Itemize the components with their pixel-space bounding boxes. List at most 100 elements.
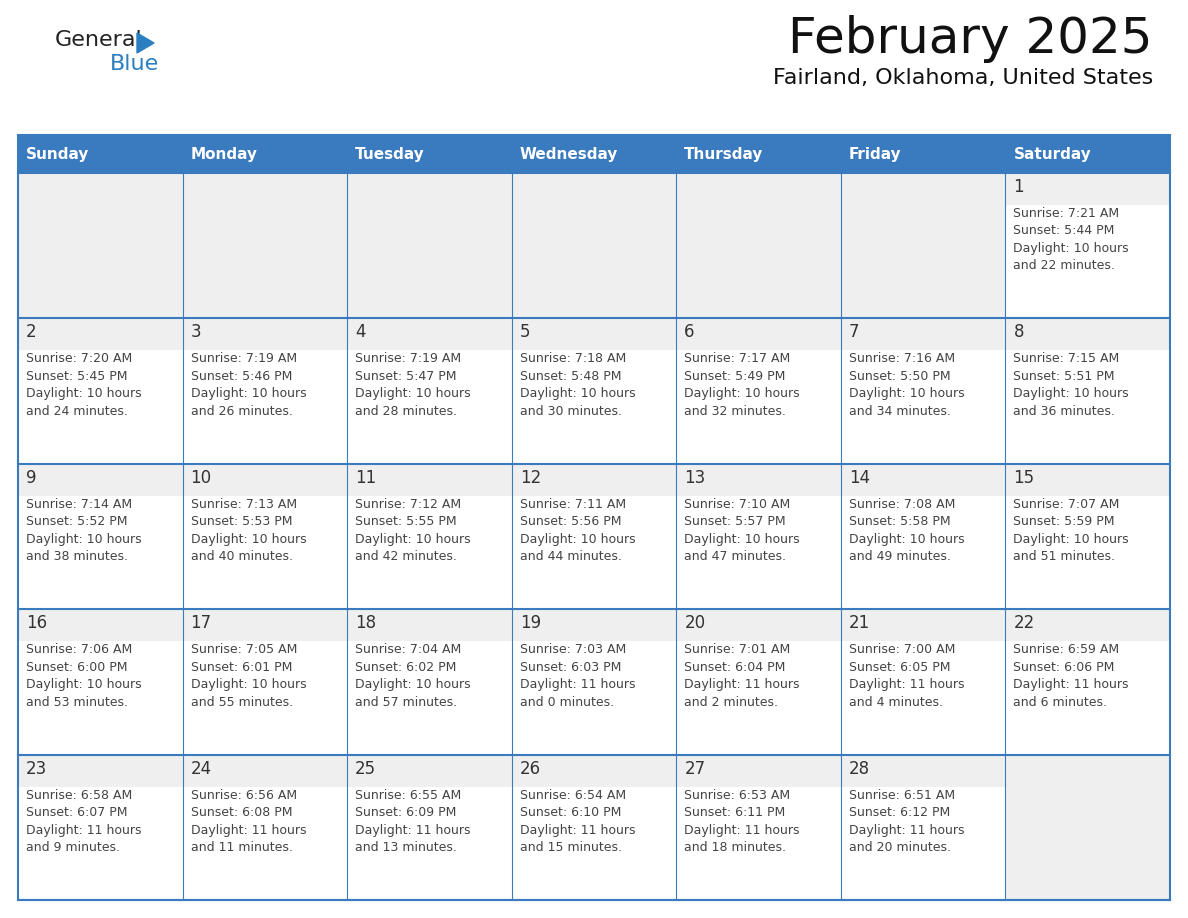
Bar bbox=[18, 351, 183, 464]
Text: Sunrise: 7:16 AM
Sunset: 5:50 PM
Daylight: 10 hours
and 34 minutes.: Sunrise: 7:16 AM Sunset: 5:50 PM Dayligh… bbox=[849, 353, 965, 418]
Text: Blue: Blue bbox=[110, 54, 159, 74]
Bar bbox=[347, 319, 512, 464]
Text: Sunrise: 7:15 AM
Sunset: 5:51 PM
Daylight: 10 hours
and 36 minutes.: Sunrise: 7:15 AM Sunset: 5:51 PM Dayligh… bbox=[1013, 353, 1129, 418]
Text: Sunrise: 7:05 AM
Sunset: 6:01 PM
Daylight: 10 hours
and 55 minutes.: Sunrise: 7:05 AM Sunset: 6:01 PM Dayligh… bbox=[190, 644, 307, 709]
Text: Sunrise: 6:53 AM
Sunset: 6:11 PM
Daylight: 11 hours
and 18 minutes.: Sunrise: 6:53 AM Sunset: 6:11 PM Dayligh… bbox=[684, 789, 800, 854]
Bar bbox=[347, 610, 512, 755]
Bar bbox=[18, 173, 183, 319]
Bar bbox=[676, 496, 841, 610]
Text: Sunrise: 6:54 AM
Sunset: 6:10 PM
Daylight: 11 hours
and 15 minutes.: Sunrise: 6:54 AM Sunset: 6:10 PM Dayligh… bbox=[519, 789, 636, 854]
Text: Sunrise: 7:20 AM
Sunset: 5:45 PM
Daylight: 10 hours
and 24 minutes.: Sunrise: 7:20 AM Sunset: 5:45 PM Dayligh… bbox=[26, 353, 141, 418]
Text: 25: 25 bbox=[355, 759, 377, 778]
Bar bbox=[676, 319, 841, 464]
Text: 1: 1 bbox=[1013, 178, 1024, 196]
Bar bbox=[183, 610, 347, 641]
Bar bbox=[183, 610, 347, 755]
Bar bbox=[512, 610, 676, 755]
Text: 8: 8 bbox=[1013, 323, 1024, 341]
Bar bbox=[512, 787, 676, 900]
Bar bbox=[676, 464, 841, 610]
Text: Sunrise: 7:19 AM
Sunset: 5:46 PM
Daylight: 10 hours
and 26 minutes.: Sunrise: 7:19 AM Sunset: 5:46 PM Dayligh… bbox=[190, 353, 307, 418]
Text: Sunrise: 7:11 AM
Sunset: 5:56 PM
Daylight: 10 hours
and 44 minutes.: Sunrise: 7:11 AM Sunset: 5:56 PM Dayligh… bbox=[519, 498, 636, 564]
Bar bbox=[841, 464, 1005, 496]
Bar bbox=[18, 641, 183, 755]
Text: 26: 26 bbox=[519, 759, 541, 778]
Bar bbox=[183, 464, 347, 496]
Bar bbox=[512, 173, 676, 319]
Bar bbox=[841, 610, 1005, 755]
Bar bbox=[512, 319, 676, 464]
Bar bbox=[512, 464, 676, 496]
Bar bbox=[512, 496, 676, 610]
Bar bbox=[841, 173, 1005, 319]
Text: Sunrise: 7:12 AM
Sunset: 5:55 PM
Daylight: 10 hours
and 42 minutes.: Sunrise: 7:12 AM Sunset: 5:55 PM Dayligh… bbox=[355, 498, 470, 564]
Text: Sunrise: 6:55 AM
Sunset: 6:09 PM
Daylight: 11 hours
and 13 minutes.: Sunrise: 6:55 AM Sunset: 6:09 PM Dayligh… bbox=[355, 789, 470, 854]
Bar bbox=[18, 787, 183, 900]
Text: 11: 11 bbox=[355, 469, 377, 487]
Polygon shape bbox=[137, 33, 154, 53]
Bar bbox=[841, 319, 1005, 464]
Bar bbox=[1005, 205, 1170, 319]
Bar bbox=[512, 641, 676, 755]
Text: 20: 20 bbox=[684, 614, 706, 633]
Bar bbox=[1005, 351, 1170, 464]
Text: 5: 5 bbox=[519, 323, 530, 341]
Text: Sunrise: 7:17 AM
Sunset: 5:49 PM
Daylight: 10 hours
and 32 minutes.: Sunrise: 7:17 AM Sunset: 5:49 PM Dayligh… bbox=[684, 353, 800, 418]
Bar bbox=[841, 464, 1005, 610]
Bar bbox=[18, 135, 1170, 173]
Text: 19: 19 bbox=[519, 614, 541, 633]
Bar bbox=[1005, 319, 1170, 351]
Bar bbox=[347, 351, 512, 464]
Bar bbox=[18, 755, 183, 787]
Text: Saturday: Saturday bbox=[1013, 147, 1092, 162]
Bar bbox=[1005, 464, 1170, 496]
Bar bbox=[18, 319, 183, 351]
Bar bbox=[183, 173, 347, 319]
Text: Fairland, Oklahoma, United States: Fairland, Oklahoma, United States bbox=[772, 68, 1154, 88]
Bar bbox=[841, 787, 1005, 900]
Bar bbox=[183, 319, 347, 351]
Bar bbox=[841, 755, 1005, 900]
Text: 15: 15 bbox=[1013, 469, 1035, 487]
Bar bbox=[676, 464, 841, 496]
Text: 3: 3 bbox=[190, 323, 201, 341]
Text: 6: 6 bbox=[684, 323, 695, 341]
Bar bbox=[1005, 496, 1170, 610]
Bar bbox=[512, 319, 676, 351]
Text: Tuesday: Tuesday bbox=[355, 147, 425, 162]
Bar bbox=[347, 464, 512, 496]
Bar bbox=[841, 496, 1005, 610]
Text: Sunrise: 7:08 AM
Sunset: 5:58 PM
Daylight: 10 hours
and 49 minutes.: Sunrise: 7:08 AM Sunset: 5:58 PM Dayligh… bbox=[849, 498, 965, 564]
Text: General: General bbox=[55, 30, 143, 50]
Text: 23: 23 bbox=[26, 759, 48, 778]
Bar bbox=[676, 610, 841, 755]
Text: Sunrise: 7:07 AM
Sunset: 5:59 PM
Daylight: 10 hours
and 51 minutes.: Sunrise: 7:07 AM Sunset: 5:59 PM Dayligh… bbox=[1013, 498, 1129, 564]
Bar bbox=[1005, 319, 1170, 464]
Text: Wednesday: Wednesday bbox=[519, 147, 618, 162]
Text: Thursday: Thursday bbox=[684, 147, 764, 162]
Bar bbox=[512, 755, 676, 787]
Bar bbox=[676, 641, 841, 755]
Text: Sunrise: 7:01 AM
Sunset: 6:04 PM
Daylight: 11 hours
and 2 minutes.: Sunrise: 7:01 AM Sunset: 6:04 PM Dayligh… bbox=[684, 644, 800, 709]
Text: Sunrise: 6:51 AM
Sunset: 6:12 PM
Daylight: 11 hours
and 20 minutes.: Sunrise: 6:51 AM Sunset: 6:12 PM Dayligh… bbox=[849, 789, 965, 854]
Text: Sunrise: 7:13 AM
Sunset: 5:53 PM
Daylight: 10 hours
and 40 minutes.: Sunrise: 7:13 AM Sunset: 5:53 PM Dayligh… bbox=[190, 498, 307, 564]
Bar bbox=[512, 755, 676, 900]
Text: Sunrise: 7:19 AM
Sunset: 5:47 PM
Daylight: 10 hours
and 28 minutes.: Sunrise: 7:19 AM Sunset: 5:47 PM Dayligh… bbox=[355, 353, 470, 418]
Bar bbox=[183, 641, 347, 755]
Bar bbox=[841, 351, 1005, 464]
Bar bbox=[676, 755, 841, 787]
Bar bbox=[841, 610, 1005, 641]
Text: 13: 13 bbox=[684, 469, 706, 487]
Text: February 2025: February 2025 bbox=[789, 15, 1154, 63]
Bar bbox=[512, 610, 676, 641]
Text: 7: 7 bbox=[849, 323, 859, 341]
Bar bbox=[676, 610, 841, 641]
Text: 9: 9 bbox=[26, 469, 37, 487]
Text: Sunrise: 7:04 AM
Sunset: 6:02 PM
Daylight: 10 hours
and 57 minutes.: Sunrise: 7:04 AM Sunset: 6:02 PM Dayligh… bbox=[355, 644, 470, 709]
Bar bbox=[347, 787, 512, 900]
Bar bbox=[347, 755, 512, 787]
Bar bbox=[676, 173, 841, 319]
Bar bbox=[1005, 610, 1170, 755]
Bar bbox=[676, 351, 841, 464]
Bar bbox=[1005, 173, 1170, 319]
